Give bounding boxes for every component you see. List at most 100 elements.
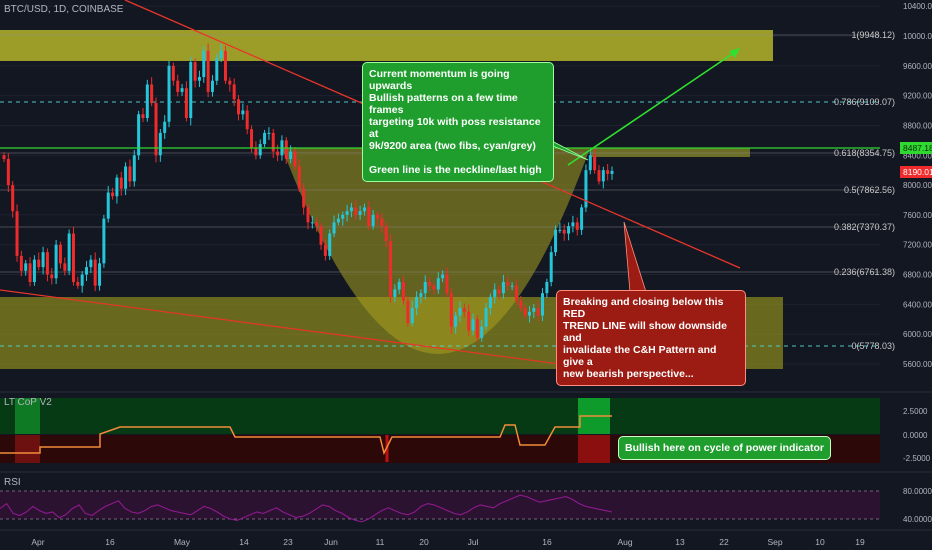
candle-body xyxy=(389,241,393,297)
candle-body xyxy=(202,50,206,77)
cop-line xyxy=(0,415,612,456)
candle-body xyxy=(11,185,15,212)
candle-body xyxy=(354,207,358,215)
candle-body xyxy=(276,151,280,156)
time-tick-label: Jul xyxy=(468,537,479,547)
candle-body xyxy=(111,192,115,197)
candle-body xyxy=(310,222,314,224)
candles xyxy=(2,43,614,343)
candle-body xyxy=(423,282,427,294)
candle-body xyxy=(601,170,605,182)
candle-body xyxy=(41,252,45,268)
candle-body xyxy=(506,282,510,286)
candle-body xyxy=(588,155,592,171)
candle-body xyxy=(206,50,210,92)
candle-body xyxy=(50,274,54,279)
candle-body xyxy=(241,110,245,115)
fib-label: 0.5(7862.56) xyxy=(844,185,895,195)
candle-body xyxy=(145,84,149,118)
price-tick-label: 10000.00 xyxy=(903,32,932,41)
candle-body xyxy=(432,285,436,290)
candle-body xyxy=(458,308,462,316)
time-tick-label: 14 xyxy=(239,537,249,547)
price-tick-label: 9600.00 xyxy=(903,62,932,71)
candle-body xyxy=(467,311,471,331)
cop-callout: Bullish here on cycle of power indicator xyxy=(618,436,831,460)
candle-body xyxy=(63,263,67,271)
candle-body xyxy=(254,147,258,156)
candle-body xyxy=(197,77,201,81)
candle-body xyxy=(410,308,414,323)
candle-body xyxy=(219,50,223,59)
candle-body xyxy=(128,166,132,182)
time-tick-label: 16 xyxy=(105,537,115,547)
cop-hl-4 xyxy=(578,435,610,463)
candle-body xyxy=(85,267,89,275)
price-tick-label: 6800.00 xyxy=(903,271,932,280)
candle-body xyxy=(24,263,28,271)
candle-body xyxy=(441,274,445,279)
price-label-current-text: 8190.01 xyxy=(903,167,932,177)
candle-body xyxy=(163,121,167,133)
cop-indicator-label[interactable]: LT CoP V2 xyxy=(4,397,52,408)
candle-body xyxy=(549,252,553,282)
candle-body xyxy=(514,285,518,301)
candle-body xyxy=(371,214,375,227)
cop-hl-2 xyxy=(15,435,40,463)
candle-body xyxy=(98,263,102,286)
candle-body xyxy=(32,259,36,282)
candle-body xyxy=(493,289,497,297)
candle-body xyxy=(137,114,141,156)
momentum-callout: Current momentum is going upwards Bullis… xyxy=(362,62,554,182)
candle-body xyxy=(519,300,523,309)
candle-body xyxy=(293,151,297,167)
candle-body xyxy=(328,233,332,256)
candle-body xyxy=(501,282,505,294)
candle-body xyxy=(380,218,384,227)
trendline-callout: Breaking and closing below this RED TREN… xyxy=(556,290,746,386)
rsi-band xyxy=(0,491,880,519)
price-label-neckline xyxy=(900,142,932,154)
candle-body xyxy=(436,278,440,290)
candle-body xyxy=(610,170,614,174)
candle-body xyxy=(37,259,41,268)
candle-body xyxy=(28,263,32,282)
price-label-neckline-text: 8487.18 xyxy=(903,143,932,153)
fib-label: 0.382(7370.37) xyxy=(834,222,895,232)
candle-body xyxy=(54,244,58,279)
candle-body xyxy=(315,222,319,227)
rsi-indicator-label[interactable]: RSI xyxy=(4,477,21,488)
candle-body xyxy=(250,129,254,148)
price-tick-label: 5600.00 xyxy=(903,360,932,369)
price-tick-label: 8400.00 xyxy=(903,151,932,160)
candle-body xyxy=(71,233,75,282)
rsi-axis: 80.0000 40.0000 xyxy=(903,487,932,524)
candle-body xyxy=(471,319,475,331)
fib-label: 0.618(8354.75) xyxy=(834,148,895,158)
candle-body xyxy=(580,207,584,230)
candle-body xyxy=(215,58,219,81)
candle-body xyxy=(289,151,293,159)
candle-body xyxy=(89,259,93,268)
candle-body xyxy=(80,274,84,286)
candle-body xyxy=(319,226,323,245)
candle-body xyxy=(106,192,110,219)
candle-body xyxy=(132,155,136,182)
candle-body xyxy=(397,282,401,290)
time-tick-label: Aug xyxy=(617,537,632,547)
candle-body xyxy=(19,255,23,271)
candle-body xyxy=(245,110,249,130)
candle-body xyxy=(575,222,579,230)
price-tick-label: 10400.00 xyxy=(903,2,932,11)
candle-body xyxy=(228,80,232,85)
candle-body xyxy=(336,218,340,223)
target-arrow xyxy=(567,49,739,166)
candle-body xyxy=(150,84,154,104)
candle-body xyxy=(375,214,379,219)
candle-body xyxy=(536,308,540,316)
candle-body xyxy=(297,166,301,189)
rsi-tick-label: 40.0000 xyxy=(903,515,932,524)
candle-body xyxy=(523,308,527,316)
target-arrow-head xyxy=(729,48,740,58)
time-tick-label: 10 xyxy=(815,537,825,547)
